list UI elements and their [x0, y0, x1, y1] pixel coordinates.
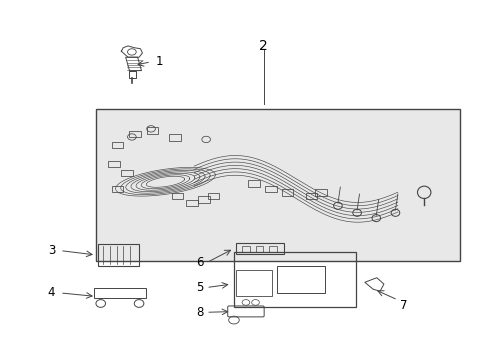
Text: 7: 7: [399, 299, 407, 312]
Bar: [198, 196, 209, 203]
Bar: [108, 161, 120, 167]
Text: 2: 2: [259, 39, 267, 53]
Bar: [185, 200, 197, 206]
Bar: [93, 288, 146, 298]
Bar: [268, 246, 276, 252]
Bar: [112, 186, 123, 192]
Bar: [207, 193, 219, 199]
Bar: [233, 252, 355, 307]
Bar: [98, 243, 139, 266]
Bar: [112, 141, 123, 148]
Bar: [242, 246, 249, 252]
Bar: [129, 131, 141, 137]
Text: 5: 5: [196, 281, 203, 294]
Bar: [236, 243, 284, 254]
Bar: [121, 170, 133, 176]
Bar: [264, 186, 276, 192]
Bar: [305, 193, 317, 199]
Text: 3: 3: [48, 244, 55, 257]
Bar: [277, 266, 325, 293]
Bar: [248, 180, 259, 187]
Text: 1: 1: [156, 55, 163, 68]
Text: 8: 8: [196, 306, 203, 319]
Bar: [146, 127, 158, 134]
Text: 4: 4: [48, 287, 55, 300]
Bar: [171, 193, 183, 199]
Bar: [96, 109, 459, 261]
Bar: [255, 246, 263, 252]
Bar: [315, 189, 326, 195]
Bar: [169, 135, 181, 141]
Text: 6: 6: [196, 256, 203, 269]
Bar: [281, 189, 293, 195]
Bar: [236, 270, 272, 296]
